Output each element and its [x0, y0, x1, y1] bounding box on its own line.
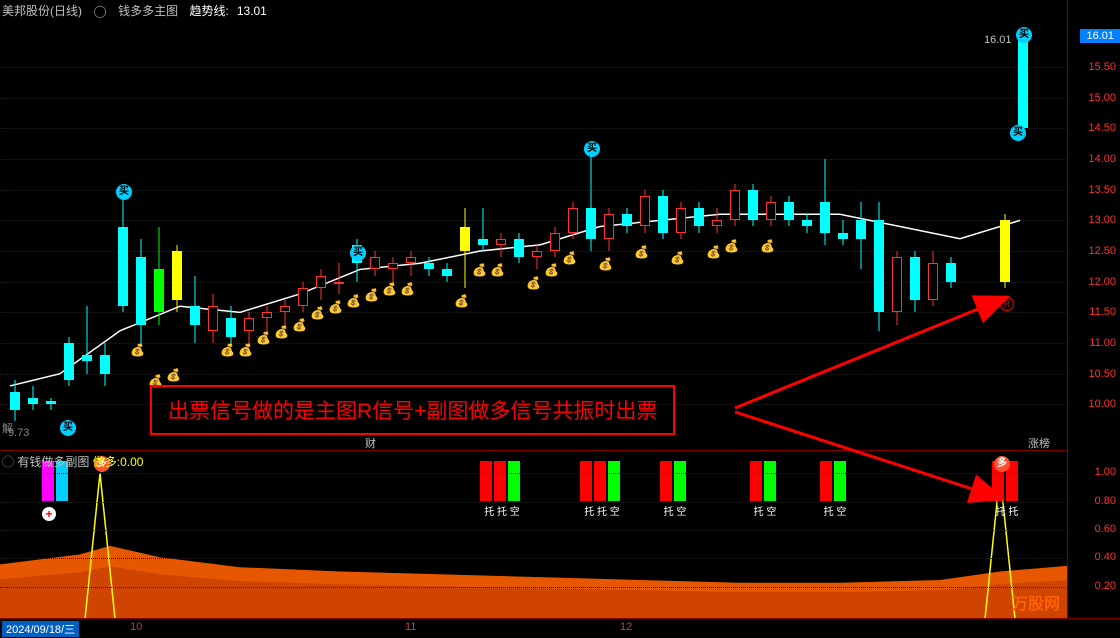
buy-marker-icon: 买	[116, 184, 132, 200]
sub-indicator-name: 有钱做多副图	[17, 455, 89, 469]
money-bag-icon: 💰	[364, 288, 378, 302]
signal-label: 托 托 空	[478, 503, 526, 518]
x-axis: 2024/09/18/三 10 11 12	[0, 618, 1120, 638]
signal-bar	[508, 461, 520, 501]
orange-area-fill	[0, 450, 1067, 618]
money-bag-icon: 💰	[130, 343, 144, 357]
buy-marker-icon: 买	[1010, 125, 1026, 141]
signal-bar	[820, 461, 832, 501]
signal-label: 托 空	[748, 503, 782, 518]
signal-bar	[674, 461, 686, 501]
duo-marker-icon: 多	[994, 456, 1010, 472]
buy-marker-icon: 买	[584, 141, 600, 157]
signal-bar	[764, 461, 776, 501]
x-tick: 10	[130, 621, 142, 633]
signal-label: 托 空	[658, 503, 692, 518]
main-chart-header: 美邦股份(日线) ◯ 钱多多主图 趋势线:13.01	[2, 2, 275, 19]
r-marker-icon: R	[1000, 297, 1014, 311]
annotation-text-box: 出票信号做的是主图R信号+副图做多信号共振时出票	[150, 385, 675, 435]
trend-value: 13.01	[237, 4, 267, 18]
low-price-label: 9.73	[8, 427, 29, 439]
money-bag-icon: 💰	[760, 239, 774, 253]
watermark-logo: 万股网	[1012, 590, 1060, 614]
trend-label: 趋势线:	[189, 4, 228, 18]
stock-name: 美邦股份(日线)	[2, 4, 82, 18]
top-price-label: 16.01	[984, 34, 1012, 46]
yellow-peak-lines	[0, 451, 1068, 619]
money-bag-icon: 💰	[634, 245, 648, 259]
signal-label: 托 托 空	[578, 503, 626, 518]
money-bag-icon: 💰	[526, 276, 540, 290]
money-bag-icon: 💰	[382, 282, 396, 296]
money-bag-icon: 💰	[274, 325, 288, 339]
money-bag-icon: 💰	[472, 263, 486, 277]
money-bag-icon: 💰	[598, 257, 612, 271]
money-bag-icon: 💰	[292, 318, 306, 332]
buy-marker-icon: 买	[350, 245, 366, 261]
money-bag-icon: 💰	[490, 263, 504, 277]
money-bag-icon: 💰	[400, 282, 414, 296]
signal-bar	[608, 461, 620, 501]
sub-chart-header: ◯ 有钱做多副图 做多:0.00	[2, 453, 143, 470]
money-bag-icon: 💰	[310, 306, 324, 320]
x-tick: 12	[620, 621, 632, 633]
money-bag-icon: 💰	[670, 251, 684, 265]
cai-label: 财	[365, 435, 376, 451]
money-bag-icon: 💰	[166, 368, 180, 382]
signal-bar	[660, 461, 672, 501]
money-bag-icon: 💰	[328, 300, 342, 314]
money-bag-icon: 💰	[544, 263, 558, 277]
buy-marker-icon: 买	[1016, 27, 1032, 43]
money-bag-icon: 💰	[220, 343, 234, 357]
sub-var-label: 做多:	[93, 455, 120, 469]
signal-bar	[834, 461, 846, 501]
zhang-label: 涨榜	[1028, 435, 1050, 451]
signal-bar	[494, 461, 506, 501]
money-bag-icon: 💰	[256, 331, 270, 345]
money-bag-icon: 💰	[238, 343, 252, 357]
indicator-name: 钱多多主图	[118, 4, 178, 18]
money-bag-icon: 💰	[724, 239, 738, 253]
buy-marker-icon: 买	[60, 420, 76, 436]
signal-label: 托 托	[990, 503, 1024, 518]
main-y-axis: 10.0010.5011.0011.5012.0012.5013.0013.50…	[1068, 0, 1120, 450]
signal-bar	[750, 461, 762, 501]
signal-label: 托 空	[818, 503, 852, 518]
x-tick: 11	[405, 621, 416, 633]
money-bag-icon: 💰	[562, 251, 576, 265]
current-date-label: 2024/09/18/三	[2, 621, 79, 637]
sub-var-value: 0.00	[120, 455, 143, 469]
main-chart-area[interactable]: 美邦股份(日线) ◯ 钱多多主图 趋势线:13.01 💰💰💰💰💰💰💰💰💰💰💰💰💰…	[0, 0, 1068, 450]
sub-y-axis: 0.200.400.600.801.00	[1068, 450, 1120, 618]
plus-icon: +	[42, 507, 56, 521]
money-bag-icon: 💰	[454, 294, 468, 308]
signal-bar	[480, 461, 492, 501]
money-bag-icon: 💰	[706, 245, 720, 259]
signal-bar	[594, 461, 606, 501]
sub-chart-area[interactable]: ◯ 有钱做多副图 做多:0.00 托 托 空托 托 空托 空托 空托 空托 托 …	[0, 450, 1068, 618]
money-bag-icon: 💰	[346, 294, 360, 308]
signal-bar	[580, 461, 592, 501]
